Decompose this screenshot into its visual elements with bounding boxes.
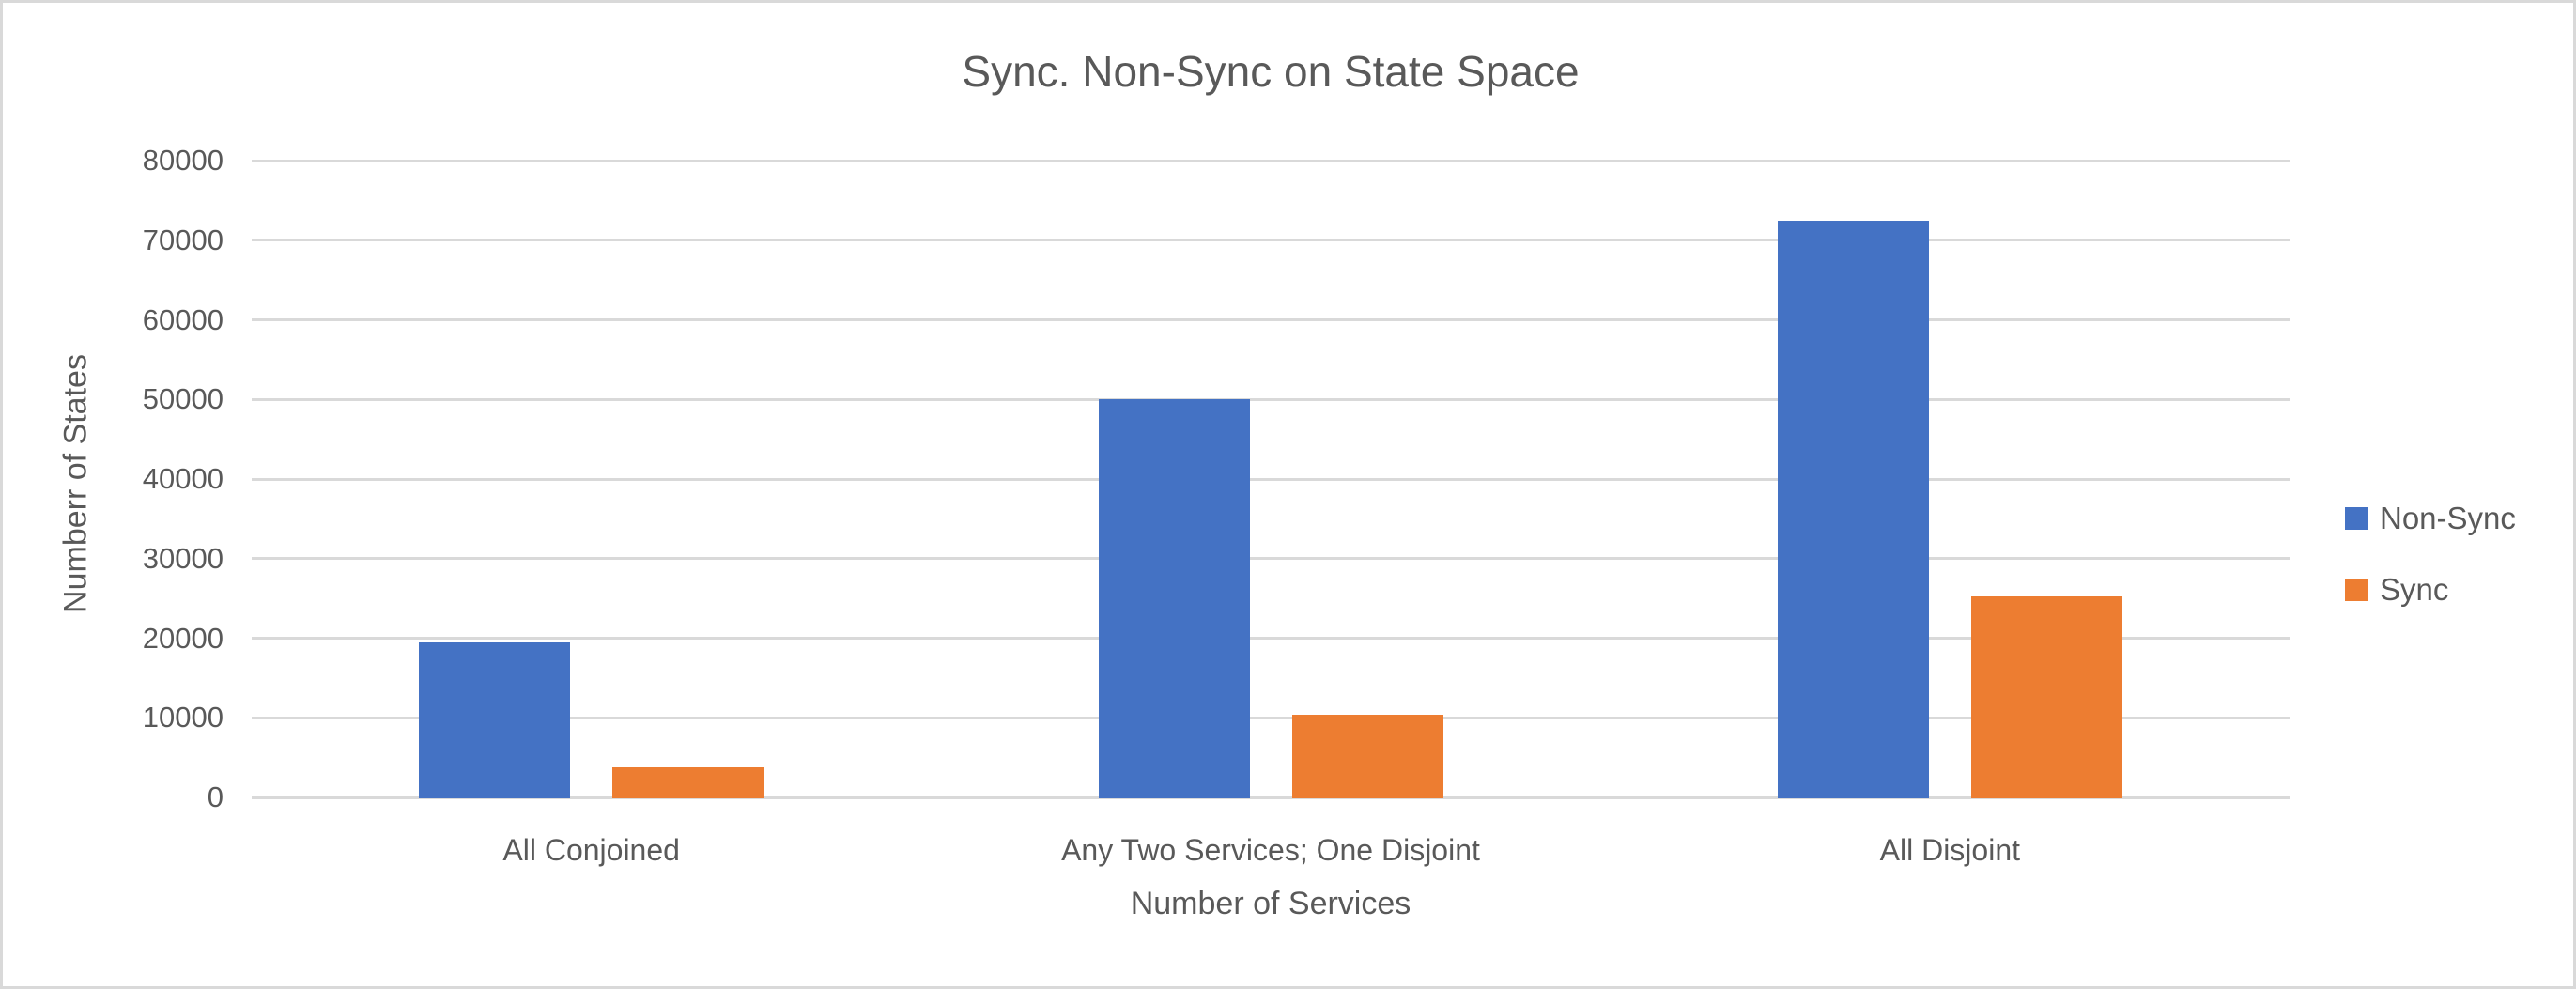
gridline [252, 239, 2290, 242]
x-category-label: All Disjoint [1879, 833, 2020, 867]
bar-non-sync-any-two-services-one-disjoint [1098, 399, 1250, 798]
bar-sync-any-two-services-one-disjoint [1291, 714, 1443, 798]
x-axis-title: Number of Services [1130, 886, 1411, 921]
y-tick-label: 30000 [142, 541, 224, 575]
gridline [252, 796, 2290, 799]
legend-label: Non-Sync [2380, 501, 2516, 535]
legend-item-non-sync: Non-Sync [2345, 499, 2516, 538]
bar-non-sync-all-conjoined [419, 641, 571, 798]
gridline [252, 159, 2290, 162]
x-category-label: Any Two Services; One Disjoint [1061, 833, 1480, 867]
gridline [252, 637, 2290, 640]
legend: Non-Sync Sync [2345, 499, 2516, 641]
y-tick-label: 0 [207, 780, 224, 813]
legend-swatch-non-sync [2345, 507, 2368, 530]
legend-swatch-sync [2345, 579, 2368, 601]
bar-non-sync-all-disjoint [1777, 220, 1929, 798]
y-tick-label: 50000 [142, 382, 224, 416]
y-tick-label: 60000 [142, 302, 224, 336]
y-axis-title: Numberr of States [57, 354, 94, 613]
y-tick-label: 40000 [142, 462, 224, 495]
gridline [252, 477, 2290, 481]
bar-sync-all-conjoined [612, 766, 764, 798]
bar-sync-all-disjoint [1970, 595, 2122, 798]
gridline [252, 557, 2290, 561]
legend-label: Sync [2380, 572, 2449, 607]
gridline [252, 397, 2290, 401]
gridline [252, 318, 2290, 321]
y-tick-label: 20000 [142, 621, 224, 655]
y-tick-label: 80000 [142, 144, 224, 177]
y-tick-label: 70000 [142, 223, 224, 256]
legend-item-sync: Sync [2345, 570, 2516, 610]
x-category-label: All Conjoined [502, 833, 680, 867]
chart-title: Sync. Non-Sync on State Space [962, 47, 1580, 96]
y-tick-label: 10000 [142, 701, 224, 734]
gridline [252, 716, 2290, 719]
